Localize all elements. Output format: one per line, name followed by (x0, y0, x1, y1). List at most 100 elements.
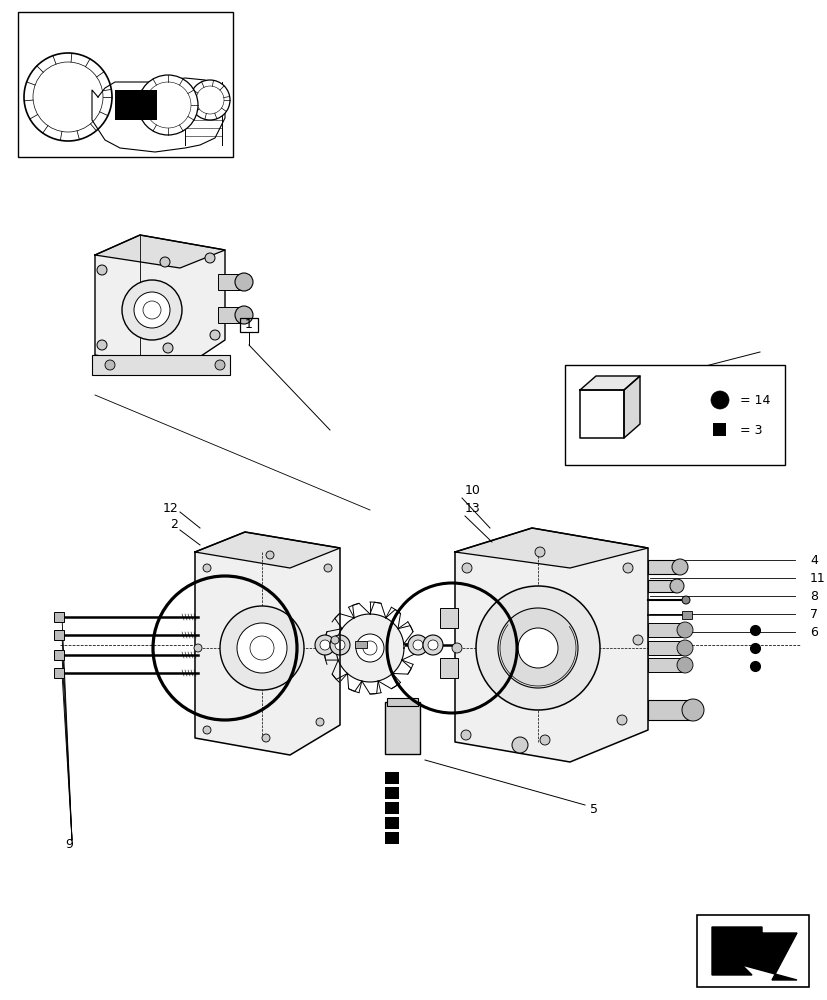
Bar (385, 832, 399, 844)
Circle shape (452, 643, 461, 653)
Polygon shape (579, 390, 624, 438)
Circle shape (220, 606, 304, 690)
Text: 8: 8 (809, 589, 817, 602)
Bar (54, 630, 64, 640)
Circle shape (330, 635, 350, 655)
Text: = 3: = 3 (739, 424, 762, 436)
Circle shape (476, 586, 600, 710)
Circle shape (189, 80, 230, 120)
Circle shape (205, 253, 215, 263)
Bar (648, 623, 682, 637)
Bar (648, 658, 682, 672)
Text: 9: 9 (65, 838, 73, 851)
Circle shape (676, 622, 692, 638)
Bar (54, 612, 64, 622)
Circle shape (511, 737, 528, 753)
Circle shape (408, 635, 428, 655)
Bar (355, 641, 366, 648)
Circle shape (335, 640, 345, 650)
Circle shape (518, 628, 557, 668)
Text: 10: 10 (465, 484, 480, 496)
Bar (386, 698, 418, 706)
Text: 11: 11 (809, 572, 825, 584)
Polygon shape (336, 614, 404, 682)
Circle shape (497, 608, 577, 688)
Bar (648, 641, 682, 655)
Circle shape (356, 634, 384, 662)
Bar (681, 611, 691, 619)
Circle shape (632, 635, 643, 645)
Circle shape (672, 559, 687, 575)
Circle shape (134, 292, 170, 328)
Bar (696, 915, 808, 987)
Circle shape (160, 257, 170, 267)
Bar (385, 787, 399, 799)
Circle shape (97, 340, 107, 350)
Bar (648, 560, 677, 574)
Circle shape (237, 623, 287, 673)
Circle shape (423, 635, 442, 655)
Circle shape (97, 265, 107, 275)
Text: 1: 1 (245, 318, 252, 332)
Circle shape (331, 636, 338, 644)
Circle shape (676, 640, 692, 656)
Circle shape (316, 718, 323, 726)
Circle shape (215, 360, 225, 370)
Bar (54, 668, 64, 678)
Bar (218, 274, 240, 290)
Text: KIT: KIT (590, 408, 613, 420)
Circle shape (105, 360, 115, 370)
Circle shape (203, 564, 211, 572)
Circle shape (681, 596, 689, 604)
Circle shape (616, 715, 626, 725)
Polygon shape (455, 528, 648, 568)
Circle shape (323, 564, 332, 572)
Polygon shape (624, 376, 639, 438)
Bar (18, 12, 232, 157)
Circle shape (235, 306, 253, 324)
Circle shape (319, 640, 330, 650)
Text: = 14: = 14 (739, 393, 769, 406)
Circle shape (194, 644, 202, 652)
Polygon shape (579, 376, 639, 390)
Bar (439, 608, 457, 628)
Bar (385, 817, 399, 829)
Polygon shape (455, 528, 648, 762)
Text: 7: 7 (809, 607, 817, 620)
Text: 4: 4 (809, 554, 817, 566)
Circle shape (261, 734, 270, 742)
Bar (648, 580, 675, 592)
Circle shape (428, 640, 437, 650)
Circle shape (461, 730, 471, 740)
Bar (385, 802, 399, 814)
Bar (54, 650, 64, 660)
Text: 5: 5 (590, 803, 597, 816)
Text: 12: 12 (162, 502, 178, 514)
Polygon shape (95, 235, 225, 370)
Bar (648, 700, 689, 720)
Text: 6: 6 (809, 626, 817, 639)
Circle shape (669, 579, 683, 593)
Bar (115, 90, 157, 120)
Circle shape (676, 657, 692, 673)
Bar (564, 365, 784, 465)
Circle shape (210, 330, 220, 340)
Bar (240, 318, 258, 332)
Circle shape (534, 547, 544, 557)
Circle shape (461, 563, 471, 573)
Text: 13: 13 (465, 502, 480, 514)
Polygon shape (195, 532, 340, 755)
Polygon shape (711, 927, 796, 980)
Circle shape (539, 735, 549, 745)
Polygon shape (92, 78, 225, 152)
Polygon shape (195, 532, 340, 568)
Bar (92, 355, 230, 375)
Circle shape (314, 635, 335, 655)
Circle shape (235, 273, 253, 291)
Circle shape (138, 75, 198, 135)
Circle shape (413, 640, 423, 650)
Bar (385, 702, 419, 754)
Circle shape (122, 280, 182, 340)
Bar (712, 423, 725, 436)
Circle shape (203, 726, 211, 734)
